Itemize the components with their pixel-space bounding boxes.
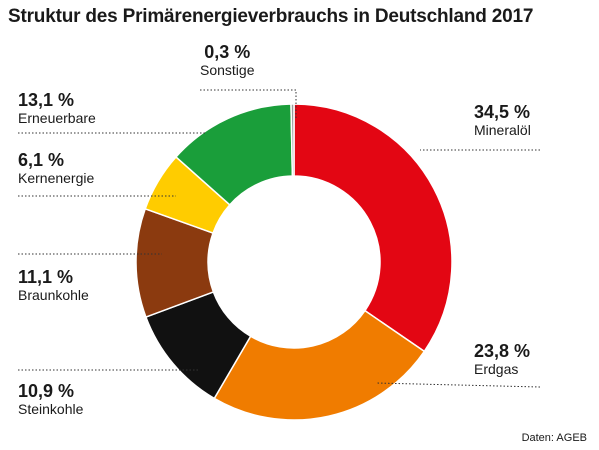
label-mineraloel: 34,5 % Mineralöl xyxy=(474,102,531,139)
label-erdgas: 23,8 % Erdgas xyxy=(474,341,530,378)
label-steinkohle: 10,9 % Steinkohle xyxy=(18,381,83,418)
category-label-kernenergie: Kernenergie xyxy=(18,170,95,186)
category-label-braunkohle: Braunkohle xyxy=(18,287,89,303)
label-erneuerbare: 13,1 % Erneuerbare xyxy=(18,90,96,127)
chart-title: Struktur des Primärenergieverbrauchs in … xyxy=(8,6,534,27)
value-label-mineraloel: 34,5 % xyxy=(474,102,531,122)
value-label-erdgas: 23,8 % xyxy=(474,341,531,361)
category-label-sonstige: Sonstige xyxy=(200,62,255,78)
category-label-erneuerbare: Erneuerbare xyxy=(18,110,96,126)
slice-mineralöl xyxy=(293,103,453,353)
category-label-steinkohle: Steinkohle xyxy=(18,401,84,417)
label-sonstige: 0,3 % Sonstige xyxy=(200,42,254,79)
value-label-braunkohle: 11,1 % xyxy=(18,267,74,287)
leader-sonstige xyxy=(200,89,297,118)
value-label-erneuerbare: 13,1 % xyxy=(18,90,75,110)
value-label-kernenergie: 6,1 % xyxy=(18,150,65,170)
category-label-erdgas: Erdgas xyxy=(474,361,519,377)
source-note: Daten: AGEB xyxy=(521,432,587,444)
label-braunkohle: 11,1 % Braunkohle xyxy=(18,267,89,304)
slice-sonstige xyxy=(290,103,295,177)
value-label-sonstige: 0,3 % xyxy=(204,42,251,62)
leader-erdgas xyxy=(375,382,541,388)
slice-erdgas xyxy=(213,309,426,421)
category-label-mineraloel: Mineralöl xyxy=(474,122,531,138)
label-kernenergie: 6,1 % Kernenergie xyxy=(18,150,94,187)
value-label-steinkohle: 10,9 % xyxy=(18,381,75,401)
